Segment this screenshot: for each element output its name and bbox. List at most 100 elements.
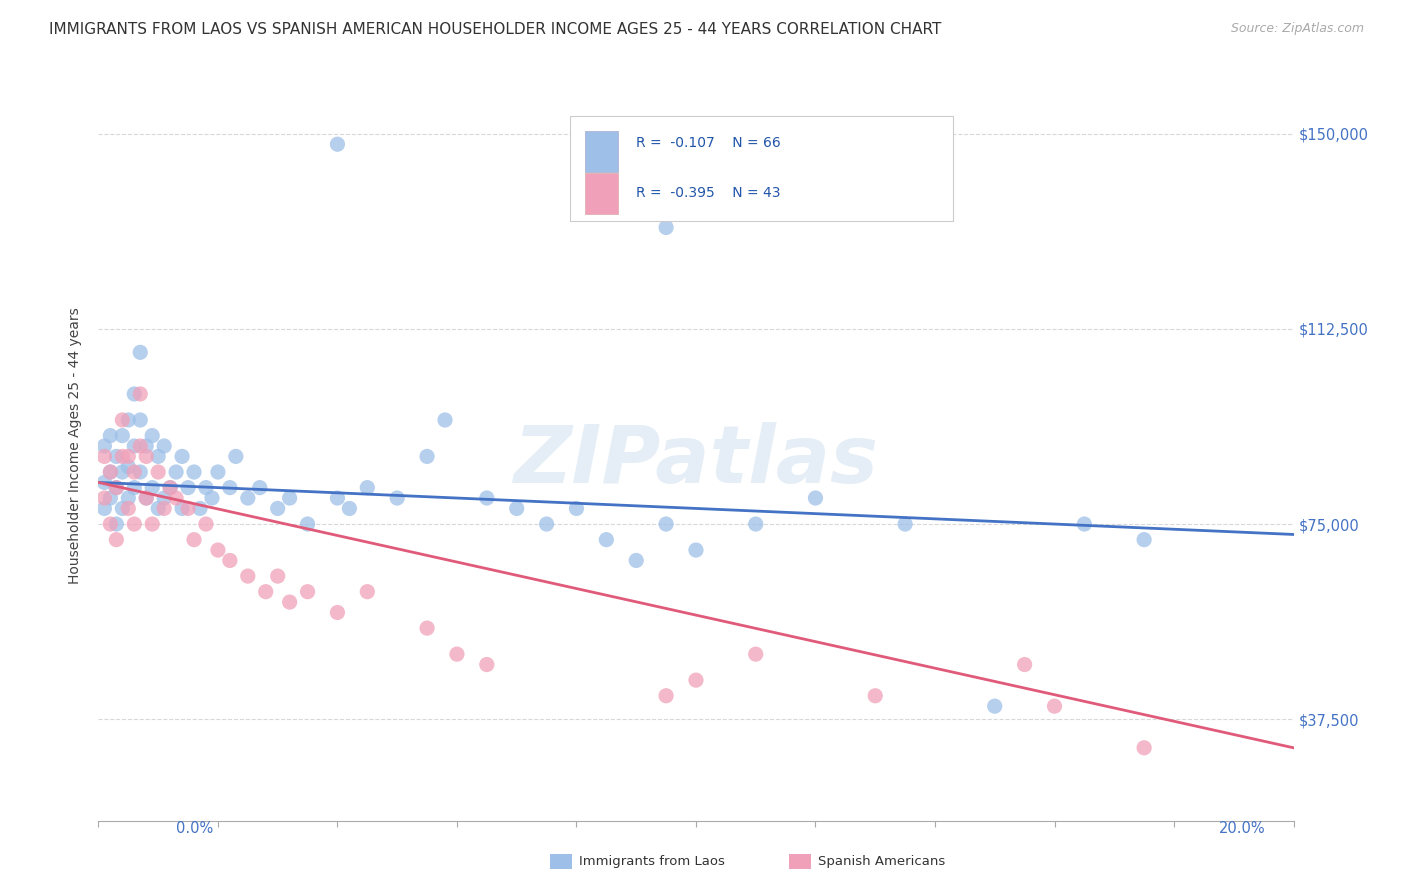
Point: [416, 450, 439, 464]
Point: [98, 517, 122, 532]
Point: [626, 553, 648, 567]
Text: 0.0%: 0.0%: [176, 821, 212, 836]
Point: [129, 439, 152, 453]
Point: [124, 517, 146, 532]
Point: [225, 450, 247, 464]
Text: R =  -0.107    N = 66: R = -0.107 N = 66: [637, 136, 780, 150]
Point: [177, 501, 200, 516]
Point: [105, 533, 128, 547]
Point: [172, 450, 194, 464]
Point: [98, 428, 122, 442]
Point: [894, 517, 917, 532]
Point: [93, 501, 115, 516]
Point: [339, 501, 361, 516]
Point: [655, 689, 678, 703]
Point: [804, 491, 827, 505]
Point: [117, 413, 139, 427]
Point: [195, 517, 218, 532]
Point: [135, 439, 157, 453]
Point: [117, 459, 139, 474]
Point: [183, 465, 205, 479]
Point: [172, 501, 194, 516]
Point: [249, 481, 271, 495]
Point: [326, 137, 349, 152]
Point: [141, 517, 163, 532]
Point: [984, 699, 1007, 714]
Text: 20.0%: 20.0%: [1219, 821, 1265, 836]
Point: [153, 491, 176, 505]
FancyBboxPatch shape: [571, 116, 953, 221]
Point: [111, 413, 134, 427]
Point: [356, 584, 378, 599]
Point: [135, 491, 157, 505]
Point: [236, 491, 259, 505]
Point: [98, 465, 122, 479]
Point: [565, 501, 588, 516]
Point: [326, 491, 349, 505]
Point: [356, 481, 378, 495]
Point: [105, 481, 128, 495]
Point: [595, 533, 617, 547]
Point: [297, 584, 319, 599]
Point: [326, 606, 349, 620]
Point: [475, 657, 498, 672]
Point: [1014, 657, 1036, 672]
Text: Immigrants from Laos: Immigrants from Laos: [579, 855, 725, 868]
Point: [159, 481, 181, 495]
Point: [93, 450, 115, 464]
Point: [135, 491, 157, 505]
Point: [124, 387, 146, 401]
Point: [207, 465, 229, 479]
Point: [135, 450, 157, 464]
Point: [236, 569, 259, 583]
Point: [148, 465, 170, 479]
Point: [117, 501, 139, 516]
Point: [124, 465, 146, 479]
Point: [1133, 740, 1156, 755]
Point: [159, 481, 181, 495]
Point: [93, 475, 115, 490]
Point: [188, 501, 211, 516]
Point: [117, 491, 139, 505]
Text: IMMIGRANTS FROM LAOS VS SPANISH AMERICAN HOUSEHOLDER INCOME AGES 25 - 44 YEARS C: IMMIGRANTS FROM LAOS VS SPANISH AMERICAN…: [49, 22, 942, 37]
Point: [129, 345, 152, 359]
Point: [506, 501, 529, 516]
Point: [278, 491, 301, 505]
Point: [183, 533, 205, 547]
Point: [111, 465, 134, 479]
Point: [129, 465, 152, 479]
Point: [655, 220, 678, 235]
Point: [297, 517, 319, 532]
Point: [201, 491, 224, 505]
Point: [124, 481, 146, 495]
Text: Source: ZipAtlas.com: Source: ZipAtlas.com: [1230, 22, 1364, 36]
Point: [165, 491, 187, 505]
Point: [254, 584, 277, 599]
Point: [207, 543, 229, 558]
Point: [98, 465, 122, 479]
Point: [219, 553, 242, 567]
Y-axis label: Householder Income Ages 25 - 44 years: Householder Income Ages 25 - 44 years: [69, 308, 83, 584]
Point: [124, 439, 146, 453]
Point: [111, 501, 134, 516]
Point: [195, 481, 218, 495]
Point: [111, 450, 134, 464]
Point: [267, 569, 290, 583]
Point: [141, 428, 163, 442]
Point: [267, 501, 290, 516]
Point: [745, 517, 768, 532]
Point: [141, 481, 163, 495]
Point: [1133, 533, 1156, 547]
Point: [177, 481, 200, 495]
Text: Spanish Americans: Spanish Americans: [818, 855, 946, 868]
Point: [93, 439, 115, 453]
Point: [148, 450, 170, 464]
Point: [111, 428, 134, 442]
Point: [129, 387, 152, 401]
Point: [278, 595, 301, 609]
Point: [685, 543, 707, 558]
Point: [1073, 517, 1095, 532]
Point: [1043, 699, 1066, 714]
Point: [165, 465, 187, 479]
Point: [446, 647, 468, 661]
